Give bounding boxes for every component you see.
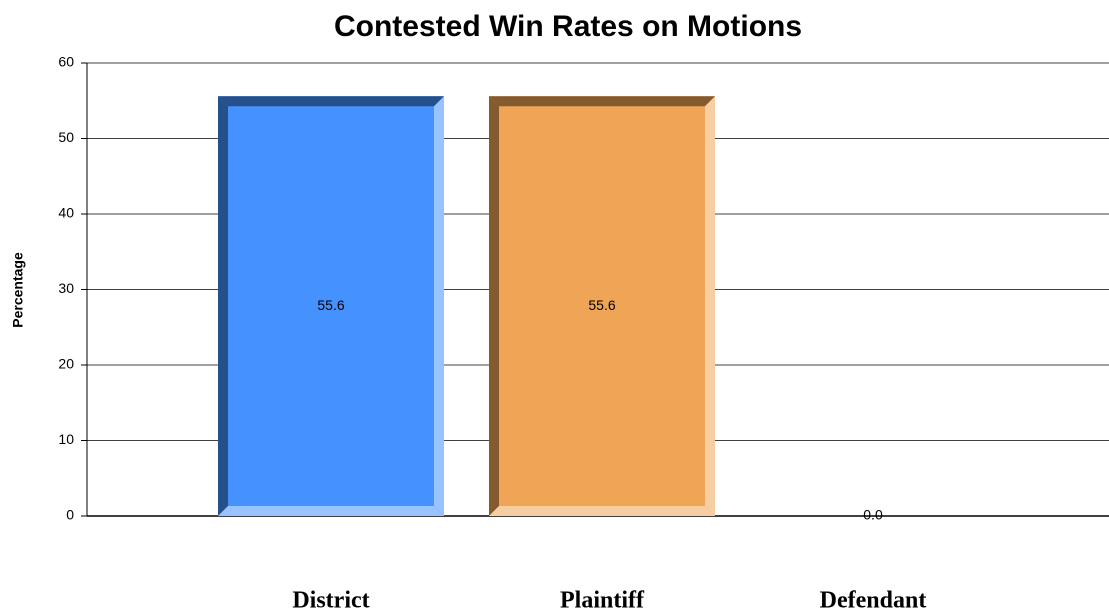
x-tick-label: Plaintiff [560, 588, 645, 614]
y-tick-label: 10 [58, 431, 74, 447]
value-label: 0.0 [863, 507, 883, 523]
bar [218, 96, 444, 516]
bar-bevel [218, 506, 444, 516]
y-tick-label: 50 [58, 129, 74, 145]
value-label: 55.6 [588, 297, 615, 313]
y-tick-label: 20 [58, 356, 74, 372]
bar-bevel [489, 506, 715, 516]
y-tick-label: 60 [58, 54, 74, 70]
y-axis-label: Percentage [10, 252, 26, 328]
bar-bevel [218, 96, 228, 516]
bar-bevel [489, 96, 499, 516]
bar [489, 96, 715, 516]
y-tick-label: 0 [66, 507, 74, 523]
chart-title: Contested Win Rates on Motions [334, 10, 802, 43]
bar-bevel [218, 96, 444, 107]
x-tick-label: District [292, 588, 369, 614]
bar-bevel [434, 96, 444, 516]
bar-bevel [489, 96, 715, 107]
y-tick-label: 30 [58, 280, 74, 296]
x-tick-label: Defendant [820, 588, 927, 614]
value-label: 55.6 [317, 297, 344, 313]
bar-bevel [705, 96, 715, 516]
y-tick-label: 40 [58, 205, 74, 221]
